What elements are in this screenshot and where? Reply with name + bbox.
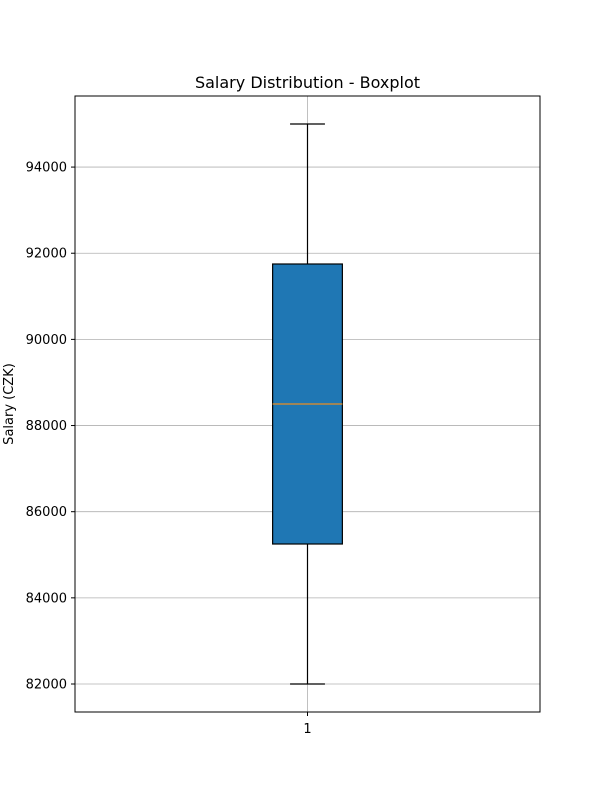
y-tick-label: 90000: [26, 333, 67, 348]
chart-title: Salary Distribution - Boxplot: [195, 73, 420, 92]
y-tick-label: 84000: [26, 591, 67, 606]
y-tick-label: 94000: [26, 161, 67, 176]
tick-layer: 82000 84000 86000 88000 90000 92000 94000 1: [26, 161, 312, 737]
x-tick-label: 1: [303, 722, 311, 737]
y-tick-label: 82000: [26, 678, 67, 693]
plot-layer: [272, 123, 343, 685]
y-tick-label: 88000: [26, 419, 67, 434]
y-tick-label: 86000: [26, 505, 67, 520]
y-tick-label: 92000: [26, 247, 67, 262]
y-axis-label: Salary (CZK): [2, 363, 17, 445]
